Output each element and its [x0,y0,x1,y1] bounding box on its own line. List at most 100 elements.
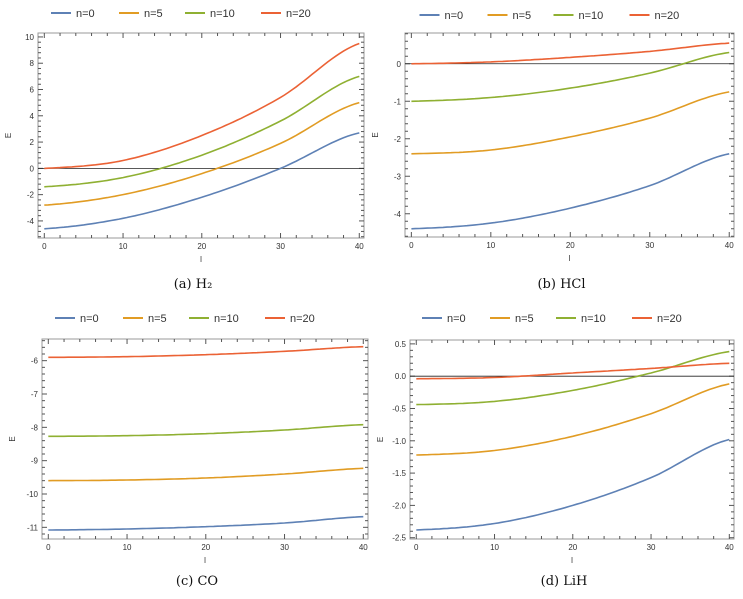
y-tick-label: 6 [30,86,35,95]
y-tick-label: 2 [30,138,35,147]
x-tick-label: 40 [355,242,364,251]
series-line-n=0 [48,515,364,531]
series-line-n=10 [416,350,730,406]
x-tick-label: 0 [42,242,47,251]
y-tick-label: -2 [27,191,35,200]
x-axis-label: l [569,254,571,263]
x-tick-label: 0 [409,241,414,250]
y-tick-label: 4 [30,112,35,121]
x-tick-label: 20 [201,543,210,552]
y-tick-label: -11 [27,523,39,532]
y-tick-label: 0.0 [395,372,407,381]
x-axis-label: l [571,556,573,565]
subfigure-caption: (d) LiH [541,574,588,589]
y-tick-label: -8 [31,423,39,432]
legend-label: n=10 [581,313,606,325]
series-line-n=20 [416,362,730,380]
series-line-n=5 [48,467,364,482]
y-tick-label: -1.0 [392,437,406,446]
y-tick-label: -9 [31,457,39,466]
y-tick-label: -0.5 [392,404,406,413]
x-tick-label: 0 [46,543,51,552]
plot-frame [409,339,735,540]
legend-label: n=0 [76,8,95,20]
y-axis-label: E [4,133,13,138]
x-tick-label: 10 [490,543,499,552]
x-tick-label: 20 [197,242,206,251]
x-tick-label: 20 [566,241,575,250]
x-axis-label: l [200,255,202,264]
y-tick-label: 10 [25,33,34,42]
series-line-n=0 [416,438,730,531]
legend-label: n=0 [447,313,466,325]
y-axis-label: E [8,436,17,441]
x-tick-label: 40 [725,241,734,250]
series-line-n=20 [44,42,360,170]
plot-frame [41,338,369,540]
y-tick-label: 8 [30,59,35,68]
legend-label: n=5 [148,313,167,325]
y-tick-label: 0.5 [395,340,407,349]
series-line-n=10 [411,51,730,103]
chart-panel-3: 0 10 20 30 40 -2.5 -2.0 -1.5 -1.0 -0.5 0.0 0.5 l En=0… [376,313,735,589]
x-tick-label: 10 [486,241,495,250]
legend-label: n=5 [515,313,534,325]
y-tick-label: 0 [30,164,35,173]
chart-panel-2: 0 10 20 30 40 -11 -10 -9 -8 -7 -6 l En=0 n=5 n=10 n=20 (… [8,313,369,589]
y-tick-label: -2.5 [392,534,406,543]
y-axis-label: E [376,437,385,442]
x-tick-label: 30 [276,242,285,251]
plot-frame [404,32,735,238]
series-line-n=5 [416,383,730,456]
legend-label: n=10 [210,8,235,20]
y-tick-label: -1.5 [392,469,406,478]
series-line-n=5 [44,101,360,206]
y-tick-label: -7 [31,390,39,399]
y-tick-label: -6 [31,357,39,366]
series-line-n=0 [44,132,360,230]
y-tick-label: -10 [26,490,38,499]
x-axis-label: l [204,556,206,565]
legend: n=0 n=5 n=10 n=20 [51,8,311,20]
x-tick-label: 20 [568,543,577,552]
legend: n=0 n=5 n=10 n=20 [422,313,682,325]
x-tick-label: 10 [123,543,132,552]
series-line-n=20 [48,345,364,359]
x-tick-label: 30 [280,543,289,552]
series-line-n=10 [44,75,360,188]
x-tick-label: 40 [725,543,734,552]
plot-frame [37,32,365,239]
x-tick-label: 10 [119,242,128,251]
series-line-n=0 [411,153,730,230]
legend: n=0 n=5 n=10 n=20 [419,10,680,22]
legend-label: n=0 [445,10,464,22]
y-tick-label: -3 [394,172,402,181]
legend-label: n=20 [655,10,680,22]
legend-label: n=20 [286,8,311,20]
x-tick-label: 30 [645,241,654,250]
series-line-n=10 [48,423,364,438]
legend-label: n=10 [579,10,604,22]
subfigure-caption: (b) HCl [537,277,585,292]
subfigure-caption: (c) CO [176,574,218,589]
y-tick-label: -1 [394,97,402,106]
legend-label: n=10 [214,313,239,325]
series-line-n=20 [411,42,730,65]
x-tick-label: 40 [359,543,368,552]
series-line-n=5 [411,91,730,155]
y-tick-label: 0 [397,60,402,69]
subfigure-caption: (a) H₂ [174,277,213,292]
x-tick-label: 0 [414,543,419,552]
y-tick-label: -4 [394,210,402,219]
y-tick-label: -4 [27,217,35,226]
chart-panel-1: 0 10 20 30 40 -4 -3 -2 -1 0 l En=0 n=5 n=10 n=20 (b) HC… [371,10,735,292]
legend-label: n=20 [657,313,682,325]
legend-label: n=20 [290,313,315,325]
x-tick-label: 30 [647,543,656,552]
legend-label: n=0 [80,313,99,325]
y-axis-label: E [371,132,380,137]
legend: n=0 n=5 n=10 n=20 [55,313,315,325]
y-tick-label: -2.0 [392,501,406,510]
legend-label: n=5 [513,10,532,22]
